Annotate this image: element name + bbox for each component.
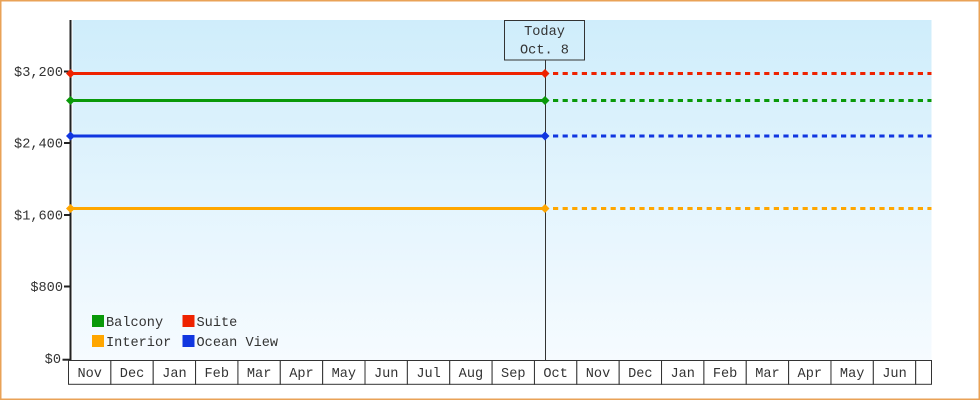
svg-text:Today: Today	[524, 25, 565, 40]
svg-text:Mar: Mar	[755, 367, 779, 382]
svg-text:Jul: Jul	[416, 367, 440, 382]
svg-text:Feb: Feb	[205, 367, 229, 382]
svg-text:Aug: Aug	[459, 367, 483, 382]
svg-text:$0: $0	[45, 353, 61, 368]
svg-text:Oct. 8: Oct. 8	[520, 43, 569, 58]
svg-text:Mar: Mar	[247, 367, 271, 382]
svg-text:Ocean View: Ocean View	[197, 336, 279, 351]
svg-text:Nov: Nov	[77, 367, 101, 382]
svg-text:May: May	[840, 367, 864, 382]
svg-text:Balcony: Balcony	[106, 316, 163, 331]
svg-text:$1,600: $1,600	[14, 209, 63, 224]
svg-text:Jan: Jan	[670, 367, 694, 382]
svg-text:Oct: Oct	[543, 367, 567, 382]
svg-text:$800: $800	[30, 281, 63, 296]
svg-text:Feb: Feb	[713, 367, 737, 382]
svg-text:Jun: Jun	[374, 367, 398, 382]
svg-text:Apr: Apr	[289, 367, 313, 382]
svg-text:$3,200: $3,200	[14, 66, 63, 81]
svg-text:Dec: Dec	[628, 367, 652, 382]
svg-text:Apr: Apr	[798, 367, 822, 382]
svg-text:Sep: Sep	[501, 367, 525, 382]
svg-text:Nov: Nov	[586, 367, 610, 382]
svg-text:Interior: Interior	[106, 336, 171, 351]
svg-text:Jun: Jun	[882, 367, 906, 382]
svg-text:May: May	[332, 367, 356, 382]
svg-text:Jan: Jan	[162, 367, 186, 382]
svg-text:Dec: Dec	[120, 367, 144, 382]
svg-text:$2,400: $2,400	[14, 137, 63, 152]
svg-text:Suite: Suite	[197, 316, 238, 331]
